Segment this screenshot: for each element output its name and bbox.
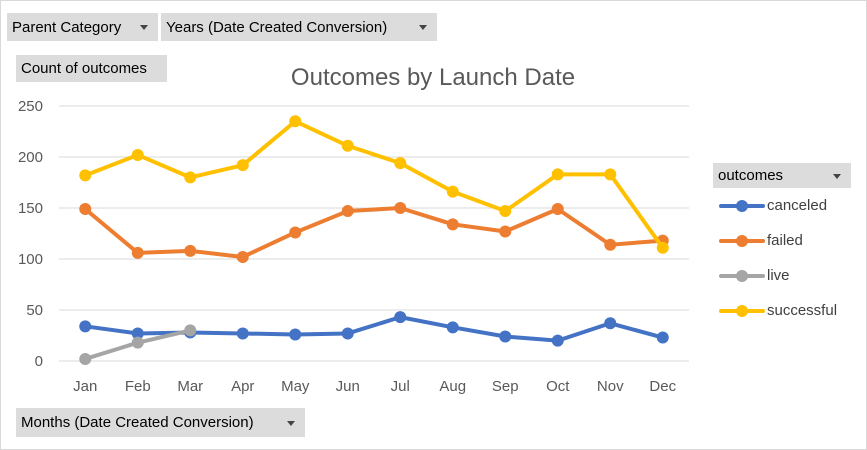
series-line-failed: [83, 206, 665, 259]
years-filter-button[interactable]: Years (Date Created Conversion): [161, 13, 437, 41]
chevron-down-icon[interactable]: [287, 420, 295, 426]
legend-label-live: live: [767, 267, 790, 284]
series-line-canceled: [83, 315, 665, 343]
legend-label-successful: successful: [767, 302, 838, 319]
data-point-successful: [656, 241, 669, 254]
x-tick-label: Aug: [439, 378, 466, 395]
legend-header-label: outcomes: [718, 167, 784, 184]
series-line-successful: [83, 119, 665, 250]
chevron-down-icon[interactable]: [419, 25, 427, 30]
data-point-failed: [604, 238, 617, 251]
data-point-successful: [551, 168, 564, 181]
parent-category-filter-button[interactable]: Parent Category: [7, 13, 158, 41]
chart-title: Outcomes by Launch Date: [290, 64, 576, 91]
x-tick-label: Jan: [73, 378, 97, 395]
legend-swatch-canceled: [719, 199, 765, 212]
legend-filter-button[interactable]: outcomes: [713, 163, 851, 188]
x-tick-label: Jul: [391, 378, 410, 395]
x-tick-label: Dec: [649, 378, 676, 395]
legend-item-canceled: canceled: [713, 188, 851, 223]
data-point-live: [184, 324, 197, 337]
data-point-successful: [394, 157, 407, 170]
x-tick-label: Feb: [125, 378, 151, 395]
data-point-successful: [79, 169, 92, 182]
data-point-canceled: [499, 330, 512, 343]
legend-item-failed: failed: [713, 223, 851, 258]
chevron-down-icon[interactable]: [833, 173, 841, 179]
data-point-failed: [184, 244, 197, 257]
legend-item-live: live: [713, 258, 851, 293]
legend-swatch-successful: [719, 304, 765, 317]
data-point-successful: [131, 148, 144, 161]
legend: outcomes canceled failed live successful: [713, 163, 851, 328]
data-point-canceled: [394, 311, 407, 324]
legend-label-failed: failed: [767, 232, 803, 249]
y-tick-label: 50: [26, 302, 43, 319]
legend-swatch-live: [719, 269, 765, 282]
data-point-canceled: [236, 327, 249, 340]
data-point-canceled: [131, 327, 144, 340]
y-tick-label: 100: [18, 251, 43, 268]
x-tick-label: Jun: [336, 378, 360, 395]
parent-category-filter-label: Parent Category: [12, 18, 122, 36]
data-point-failed: [394, 202, 407, 214]
value-field-button[interactable]: Count of outcomes: [16, 55, 167, 82]
data-point-failed: [236, 250, 249, 263]
data-point-canceled: [446, 321, 459, 334]
data-point-failed: [131, 246, 144, 259]
data-point-successful: [236, 159, 249, 172]
data-point-canceled: [551, 334, 564, 347]
data-point-failed: [289, 226, 302, 239]
data-point-live: [131, 336, 144, 349]
x-tick-label: Sep: [492, 378, 519, 395]
legend-item-successful: successful: [713, 293, 851, 328]
data-point-successful: [184, 171, 197, 184]
data-point-successful: [499, 205, 512, 218]
data-point-successful: [289, 115, 302, 128]
chevron-down-icon[interactable]: [140, 25, 148, 30]
legend-swatch-failed: [719, 234, 765, 247]
years-filter-label: Years (Date Created Conversion): [166, 18, 388, 36]
months-filter-label: Months (Date Created Conversion): [21, 414, 254, 431]
data-point-failed: [79, 203, 92, 216]
data-point-live: [79, 352, 92, 365]
legend-label-canceled: canceled: [767, 197, 828, 214]
x-tick-label: Apr: [231, 378, 254, 395]
y-tick-label: 150: [18, 200, 43, 217]
data-point-canceled: [656, 331, 669, 344]
x-tick-label: Oct: [546, 378, 570, 395]
data-point-canceled: [341, 327, 354, 340]
data-point-successful: [604, 168, 617, 181]
data-point-failed: [499, 225, 512, 238]
value-field-label: Count of outcomes: [21, 60, 147, 77]
y-tick-label: 250: [18, 98, 43, 115]
data-point-canceled: [79, 320, 92, 333]
x-tick-label: May: [281, 378, 310, 395]
y-tick-label: 200: [18, 149, 43, 166]
data-point-failed: [551, 203, 564, 216]
y-tick-label: 0: [35, 353, 43, 370]
data-point-successful: [446, 185, 459, 198]
data-point-failed: [446, 218, 459, 231]
data-point-successful: [341, 139, 354, 152]
data-point-canceled: [604, 317, 617, 330]
months-filter-button[interactable]: Months (Date Created Conversion): [16, 408, 305, 437]
x-tick-label: Nov: [597, 378, 624, 395]
data-point-canceled: [289, 328, 302, 341]
data-point-failed: [341, 205, 354, 218]
x-tick-label: Mar: [177, 378, 203, 395]
